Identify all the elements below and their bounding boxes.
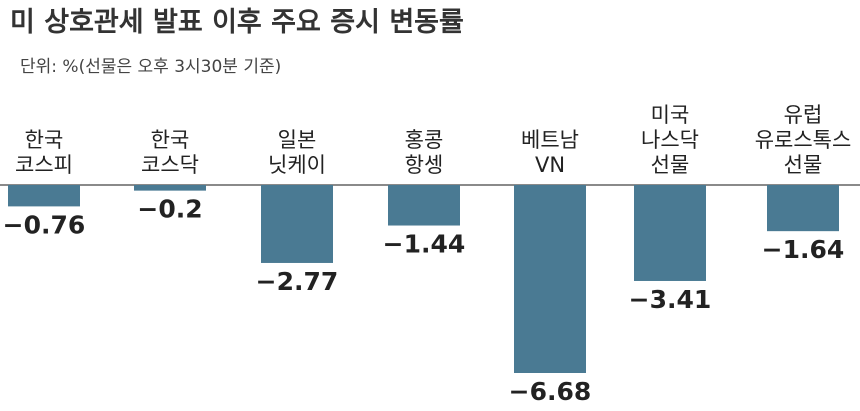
category-label-2-0: 일본 bbox=[278, 128, 317, 152]
category-label-4-1: VN bbox=[535, 153, 565, 177]
value-label-1: −0.2 bbox=[137, 195, 202, 224]
value-label-3: −1.44 bbox=[383, 230, 466, 259]
bar-1 bbox=[134, 185, 206, 191]
category-label-6-0: 유럽 bbox=[784, 103, 823, 127]
bar-4 bbox=[514, 185, 586, 373]
category-label-3-0: 홍콩 bbox=[405, 128, 444, 152]
bar-3 bbox=[388, 185, 460, 226]
category-label-5-2: 선물 bbox=[651, 153, 690, 177]
category-label-1-0: 한국 bbox=[151, 128, 190, 152]
category-label-2-1: 닛케이 bbox=[268, 153, 326, 177]
category-label-1-1: 코스닥 bbox=[141, 153, 199, 177]
category-label-0-0: 한국 bbox=[25, 128, 64, 152]
value-label-0: −0.76 bbox=[3, 210, 86, 239]
value-label-6: −1.64 bbox=[762, 235, 845, 264]
value-label-2: −2.77 bbox=[256, 267, 339, 296]
unit-note: 단위: %(선물은 오후 3시30분 기준) bbox=[20, 57, 282, 77]
chart-title: 미 상호관세 발표 이후 주요 증시 변동률 bbox=[10, 7, 464, 38]
category-label-6-1: 유로스톡스 bbox=[755, 128, 852, 152]
bar-0 bbox=[8, 185, 80, 207]
category-label-3-1: 항셍 bbox=[405, 153, 444, 177]
category-label-5-1: 나스닥 bbox=[641, 128, 699, 152]
category-label-0-1: 코스피 bbox=[15, 153, 73, 177]
value-label-5: −3.41 bbox=[629, 285, 712, 314]
value-label-4: −6.68 bbox=[509, 377, 592, 406]
bar-2 bbox=[261, 185, 333, 263]
bar-6 bbox=[767, 185, 839, 232]
bar-5 bbox=[634, 185, 706, 281]
category-label-4-0: 베트남 bbox=[521, 128, 579, 152]
category-label-5-0: 미국 bbox=[651, 103, 690, 127]
category-label-6-2: 선물 bbox=[784, 153, 823, 177]
